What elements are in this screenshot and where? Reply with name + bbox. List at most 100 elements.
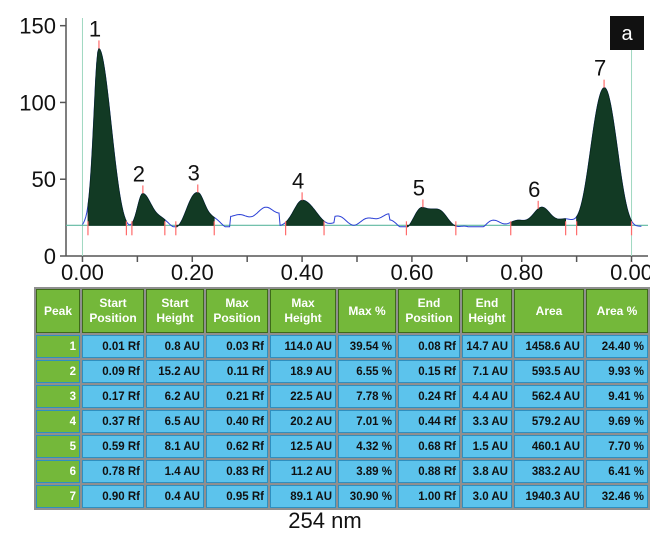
peak-area-3 [175, 192, 215, 228]
column-header: End Height [462, 289, 512, 333]
peak-id-cell: 5 [36, 435, 80, 458]
densitogram-chart: 0 50 100 150 0.00 0.20 0.40 0.60 0.80 0.00 1 2 3 4 5 6… [19, 14, 650, 285]
peak-id-cell: 2 [36, 360, 80, 383]
peak-id-cell: 7 [36, 485, 80, 508]
peak-table-container: Peak Start Position Start Height Max Positi… [34, 287, 650, 510]
table-cell: 32.46 % [586, 485, 648, 508]
table-cell: 0.03 Rf [206, 335, 268, 358]
x-tick-label: 0.40 [281, 260, 324, 285]
table-cell: 22.5 AU [270, 385, 336, 408]
table-cell: 9.93 % [586, 360, 648, 383]
table-cell: 24.40 % [586, 335, 648, 358]
table-cell: 3.3 AU [462, 410, 512, 433]
peak-area-5 [406, 207, 457, 228]
y-tick-label: 100 [19, 90, 56, 115]
table-cell: 89.1 AU [270, 485, 336, 508]
table-cell: 6.41 % [586, 460, 648, 483]
peak-table: Peak Start Position Start Height Max Positi… [34, 287, 650, 510]
table-cell: 0.59 Rf [82, 435, 144, 458]
table-cell: 6.2 AU [146, 385, 204, 408]
table-cell: 1.5 AU [462, 435, 512, 458]
table-cell: 9.41 % [586, 385, 648, 408]
y-tick-label: 0 [44, 244, 56, 269]
y-tick-label: 50 [32, 167, 56, 192]
panel-label-box: a [610, 16, 644, 50]
table-cell: 0.90 Rf [82, 485, 144, 508]
panel-label: a [621, 23, 633, 45]
table-cell: 3.8 AU [462, 460, 512, 483]
peak-areas [87, 40, 633, 236]
table-cell: 0.24 Rf [398, 385, 460, 408]
table-cell: 0.95 Rf [206, 485, 268, 508]
table-cell: 30.90 % [338, 485, 396, 508]
table-cell: 0.78 Rf [82, 460, 144, 483]
peak-area-1 [87, 47, 127, 226]
table-row: 6 0.78 Rf 1.4 AU 0.83 Rf 11.2 AU 3.89 % 0.88 R… [36, 460, 648, 483]
table-row: 4 0.37 Rf 6.5 AU 0.40 Rf 20.2 AU 7.01 % 0.44 R… [36, 410, 648, 433]
y-tick-label: 150 [19, 14, 56, 39]
table-cell: 11.2 AU [270, 460, 336, 483]
peak-area-2 [131, 192, 166, 226]
peak-area-7 [576, 87, 632, 226]
peak-id-cell: 6 [36, 460, 80, 483]
table-cell: 593.5 AU [514, 360, 584, 383]
table-cell: 0.11 Rf [206, 360, 268, 383]
table-cell: 7.01 % [338, 410, 396, 433]
table-cell: 14.7 AU [462, 335, 512, 358]
table-cell: 0.15 Rf [398, 360, 460, 383]
column-header: Max % [338, 289, 396, 333]
table-cell: 579.2 AU [514, 410, 584, 433]
table-cell: 1.00 Rf [398, 485, 460, 508]
table-cell: 0.01 Rf [82, 335, 144, 358]
table-cell: 3.89 % [338, 460, 396, 483]
column-header: Area % [586, 289, 648, 333]
table-cell: 383.2 AU [514, 460, 584, 483]
chart-axes: 0 50 100 150 0.00 0.20 0.40 0.60 0.80 0.00 [19, 14, 650, 285]
table-row: 5 0.59 Rf 8.1 AU 0.62 Rf 12.5 AU 4.32 % 0.68 R… [36, 435, 648, 458]
table-cell: 4.4 AU [462, 385, 512, 408]
table-cell: 0.37 Rf [82, 410, 144, 433]
table-cell: 0.4 AU [146, 485, 204, 508]
table-cell: 8.1 AU [146, 435, 204, 458]
peak-area-4 [285, 199, 325, 226]
table-cell: 0.62 Rf [206, 435, 268, 458]
signal-line [82, 47, 642, 228]
x-tick-label: 0.60 [390, 260, 433, 285]
table-cell: 0.88 Rf [398, 460, 460, 483]
table-cell: 0.09 Rf [82, 360, 144, 383]
peak-id-cell: 4 [36, 410, 80, 433]
table-cell: 3.0 AU [462, 485, 512, 508]
wavelength-caption: 254 nm [288, 508, 362, 533]
peak-id-cell: 1 [36, 335, 80, 358]
column-header: Max Position [206, 289, 268, 333]
column-header: Max Height [270, 289, 336, 333]
table-row: 1 0.01 Rf 0.8 AU 0.03 Rf 114.0 AU 39.54 % 0.08… [36, 335, 648, 358]
table-row: 7 0.90 Rf 0.4 AU 0.95 Rf 89.1 AU 30.90 % 1.00 … [36, 485, 648, 508]
peak-labels: 1 2 3 4 5 6 7 [89, 16, 606, 201]
column-header: Start Height [146, 289, 204, 333]
table-cell: 460.1 AU [514, 435, 584, 458]
table-cell: 1940.3 AU [514, 485, 584, 508]
table-body: 1 0.01 Rf 0.8 AU 0.03 Rf 114.0 AU 39.54 % 0.08… [36, 335, 648, 508]
table-cell: 7.78 % [338, 385, 396, 408]
x-tick-label: 0.20 [171, 260, 214, 285]
table-cell: 0.68 Rf [398, 435, 460, 458]
x-tick-label: 0.00 [61, 260, 104, 285]
table-cell: 0.8 AU [146, 335, 204, 358]
table-cell: 6.55 % [338, 360, 396, 383]
peak-number-1: 1 [89, 16, 101, 41]
table-cell: 0.44 Rf [398, 410, 460, 433]
x-tick-label: 0.00 [610, 260, 650, 285]
column-header: End Position [398, 289, 460, 333]
peak-number-6: 6 [528, 177, 540, 202]
peak-number-4: 4 [292, 168, 304, 193]
table-cell: 7.70 % [586, 435, 648, 458]
table-cell: 0.83 Rf [206, 460, 268, 483]
table-cell: 0.21 Rf [206, 385, 268, 408]
table-row: 2 0.09 Rf 15.2 AU 0.11 Rf 18.9 AU 6.55 % 0.15 … [36, 360, 648, 383]
peak-number-3: 3 [188, 160, 200, 185]
table-cell: 6.5 AU [146, 410, 204, 433]
table-cell: 18.9 AU [270, 360, 336, 383]
table-cell: 1458.6 AU [514, 335, 584, 358]
peak-area-6 [510, 206, 566, 226]
